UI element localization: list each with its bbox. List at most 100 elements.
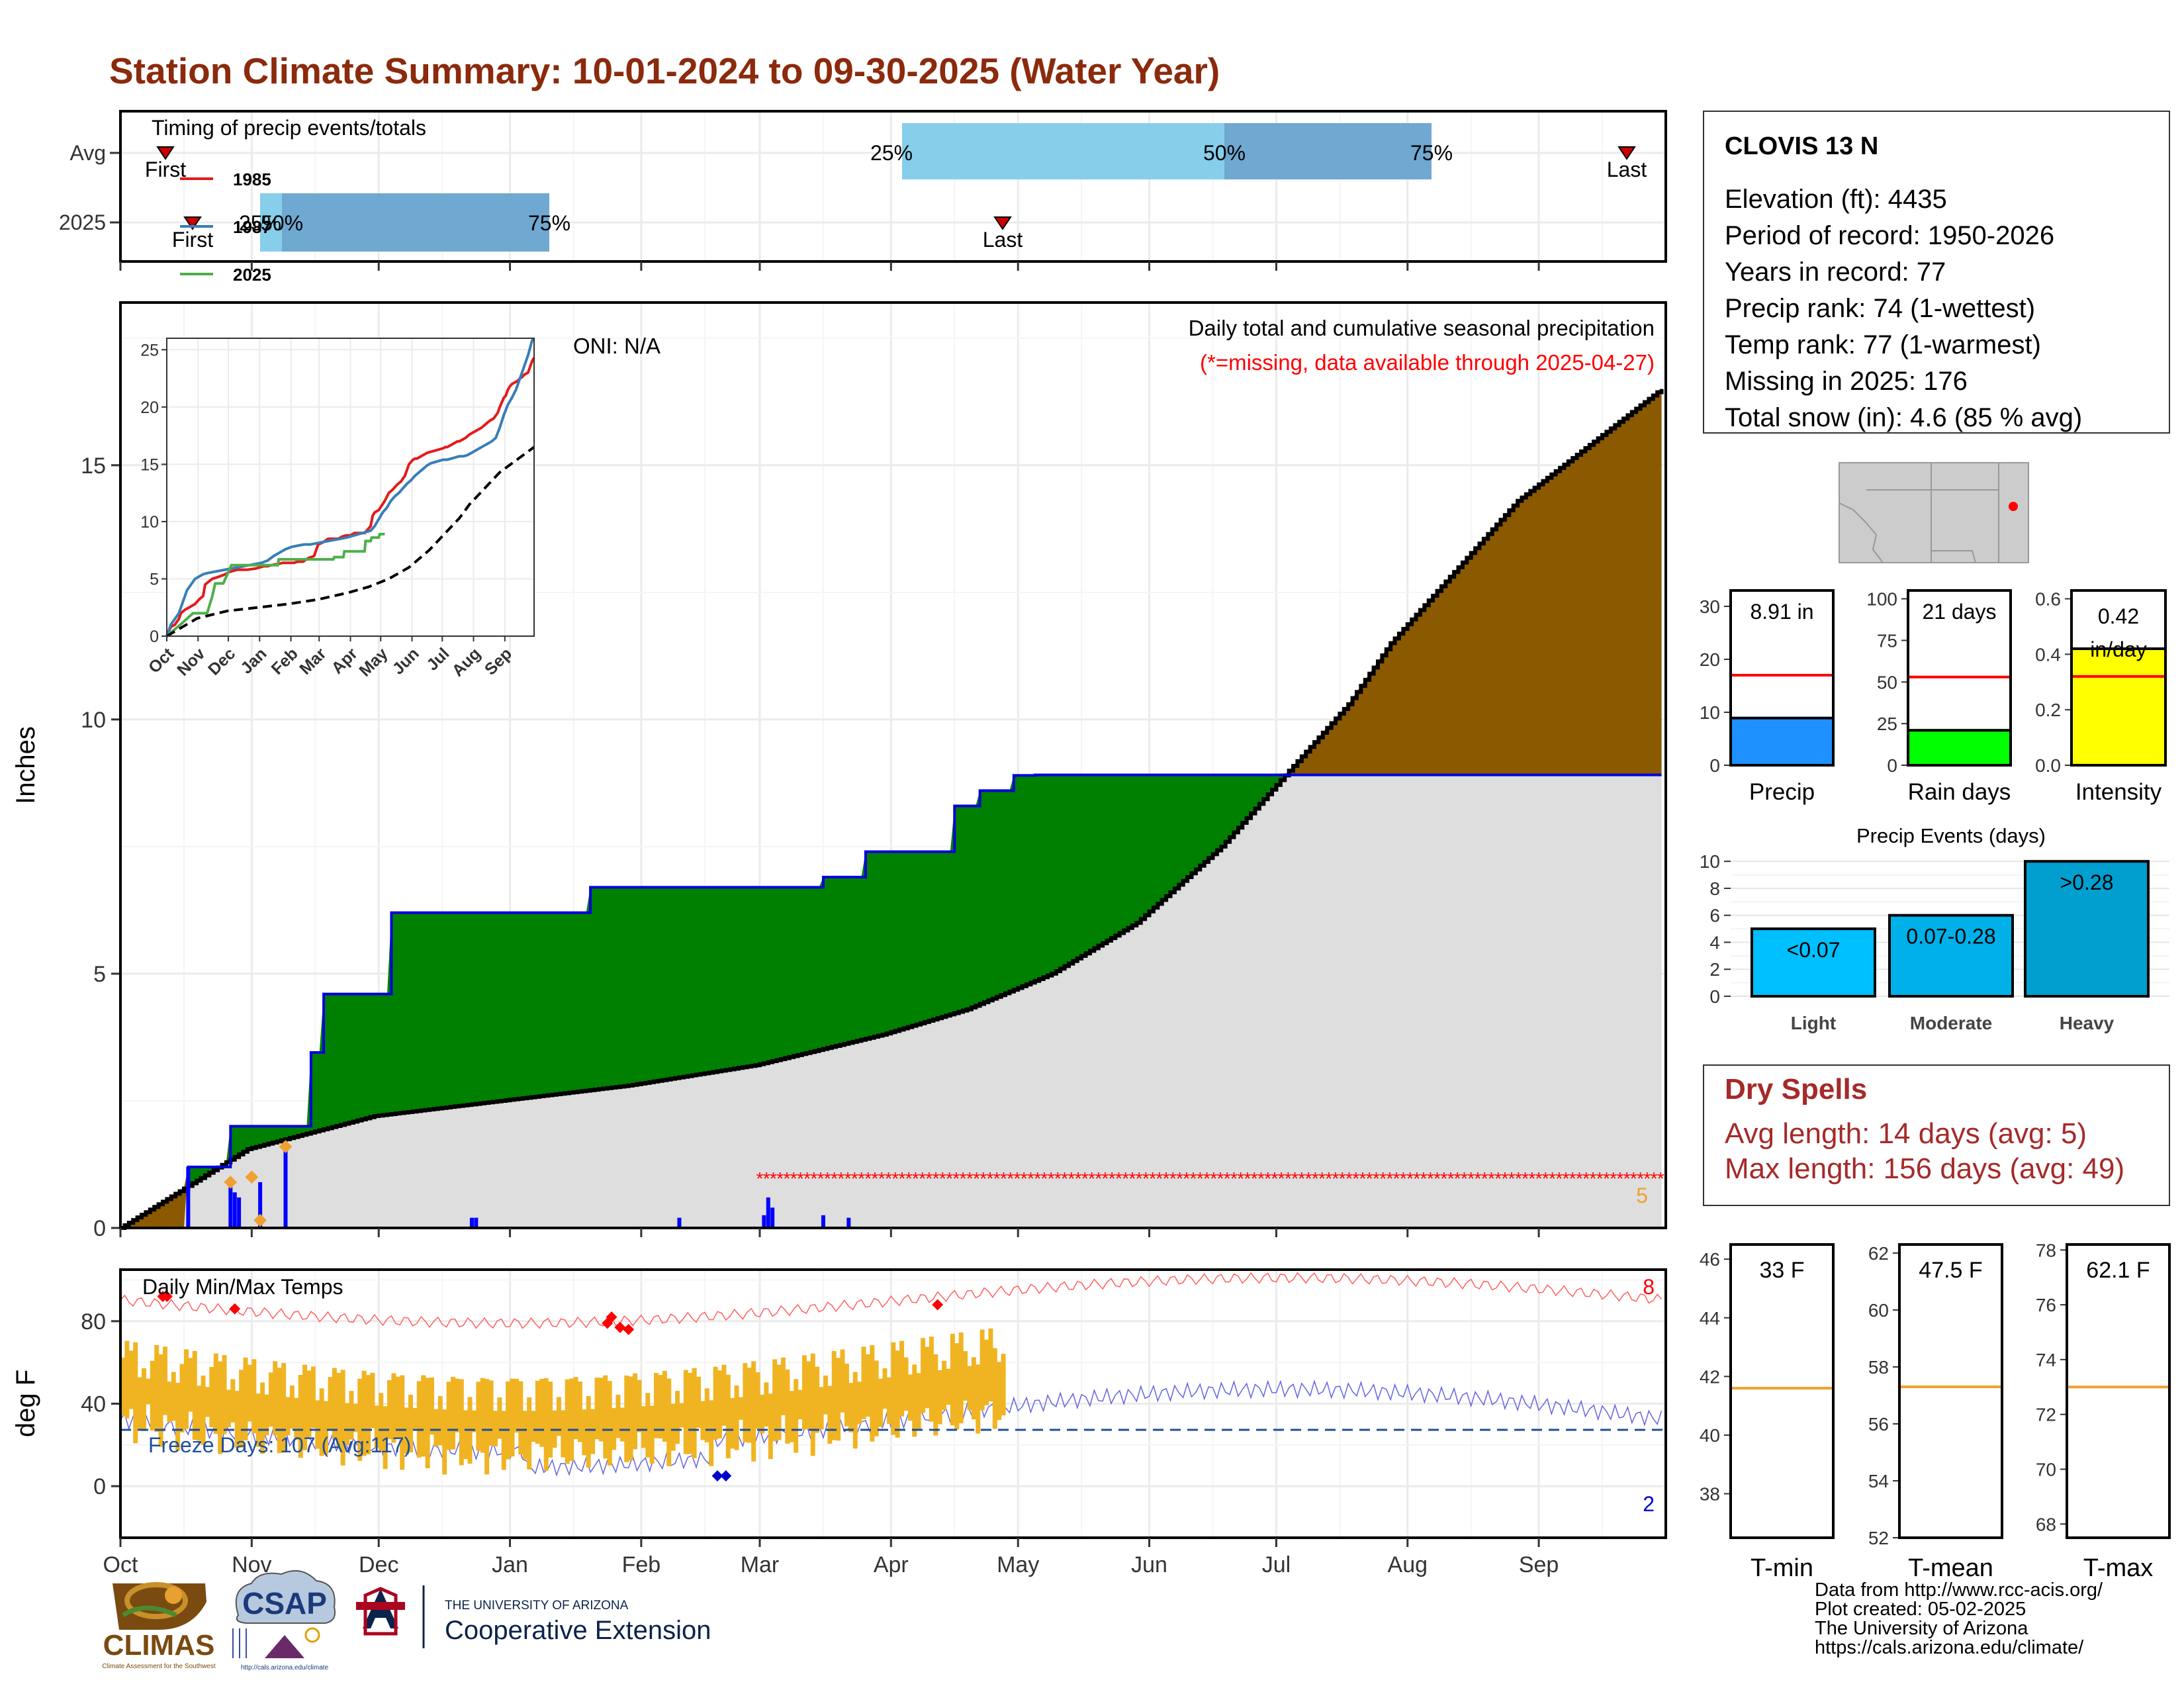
missing-marker: * — [824, 1168, 831, 1189]
y-tick-label: 75 — [1877, 630, 1897, 651]
y-tick-label: 100 — [1866, 589, 1897, 610]
temp-bar — [556, 1397, 561, 1436]
y-tick-label: 80 — [81, 1309, 106, 1335]
temp-bar — [794, 1379, 799, 1453]
station-info-line: Total snow (in): 4.6 (85 % avg) — [1725, 403, 2082, 432]
daily-precip-bar — [821, 1215, 825, 1228]
temp-bar — [819, 1387, 824, 1430]
temp-bar — [501, 1411, 506, 1470]
y-tick-label: 25 — [1877, 714, 1897, 734]
chart-border — [1898, 1243, 2003, 1539]
missing-marker: * — [837, 1168, 844, 1189]
missing-marker: * — [1623, 1168, 1631, 1189]
precip-total-chart: 0 10 20 30 8.91 in Precip — [1700, 589, 1835, 805]
temp-bar — [391, 1373, 396, 1443]
missing-marker: * — [1332, 1168, 1340, 1189]
missing-data-markers: * * * * * * * * * * * * * * * * * * * * * * * * * * * * * * * * * * * * * * * *… — [756, 1168, 1664, 1189]
record-lows-count: 2 — [1643, 1492, 1655, 1516]
missing-marker: * — [1271, 1168, 1278, 1189]
temp-bar — [899, 1340, 905, 1417]
missing-marker: * — [1406, 1168, 1414, 1189]
station-info-line: Elevation (ft): 4435 — [1725, 185, 1947, 214]
y-tick-label: 6 — [1709, 906, 1720, 926]
temp-bar — [730, 1397, 735, 1449]
y-tick-label: 40 — [1700, 1425, 1720, 1446]
temp-bar — [213, 1353, 218, 1434]
missing-marker: * — [1230, 1168, 1238, 1189]
temp-bar — [543, 1378, 549, 1471]
y-tick-label: 0 — [150, 628, 159, 646]
missing-marker: * — [1610, 1168, 1617, 1189]
missing-marker: * — [1433, 1168, 1441, 1189]
y-tick-label: 38 — [1700, 1484, 1720, 1505]
missing-marker: * — [1616, 1168, 1623, 1189]
record-daily-marker — [279, 1140, 293, 1153]
tmax-chart: 68 70 72 74 76 78 62.1 F T-max — [2036, 1240, 2171, 1582]
missing-marker: * — [1122, 1168, 1129, 1189]
chart-label: T-max — [2083, 1554, 2154, 1582]
temp-bar — [124, 1340, 130, 1419]
temp-bar — [328, 1377, 333, 1431]
temp-bar — [963, 1351, 968, 1401]
temp-bar — [437, 1396, 443, 1446]
temp-bar — [700, 1401, 705, 1440]
temp-bar — [548, 1382, 553, 1458]
temp-bar — [619, 1407, 625, 1442]
temp-bar — [709, 1400, 714, 1466]
y-tick-label: 0.0 — [2035, 755, 2061, 776]
missing-marker: * — [1542, 1168, 1549, 1189]
daily-precip-bars — [186, 1140, 851, 1228]
missing-marker: * — [1366, 1168, 1373, 1189]
temp-bar — [400, 1375, 405, 1470]
temp-bar — [306, 1370, 312, 1437]
avg-first-label: First — [145, 158, 186, 181]
record-highs-count: 8 — [1643, 1275, 1655, 1299]
missing-marker: * — [1325, 1168, 1332, 1189]
missing-marker: * — [1163, 1168, 1170, 1189]
temp-bar — [310, 1366, 316, 1429]
temp-bar — [353, 1403, 358, 1432]
temp-bar — [641, 1406, 646, 1448]
missing-marker: * — [1393, 1168, 1400, 1189]
y-tick-label: 76 — [2036, 1295, 2056, 1315]
legend-label: 1985 — [233, 169, 271, 189]
station-info-line: Period of record: 1950-2026 — [1725, 221, 2054, 250]
missing-marker: * — [939, 1168, 946, 1189]
temp-bar — [197, 1385, 202, 1441]
surplus-area — [120, 389, 1662, 1228]
temp-bar — [607, 1381, 612, 1466]
temp-bar — [497, 1397, 502, 1439]
temp-bar — [450, 1376, 455, 1450]
missing-marker: * — [872, 1168, 879, 1189]
temp-bar — [476, 1382, 481, 1451]
temp-bar — [425, 1378, 430, 1469]
y-tick-label: 74 — [2036, 1350, 2056, 1370]
temp-bar — [561, 1410, 566, 1458]
temp-bar — [967, 1366, 972, 1411]
missing-marker: * — [783, 1168, 790, 1189]
temp-bar — [797, 1389, 803, 1420]
y-tick-label: 52 — [1868, 1528, 1889, 1548]
temp-bar — [950, 1333, 955, 1426]
inset-series-line — [165, 357, 535, 637]
temp-bar — [577, 1381, 582, 1442]
x-tick-label: Moderate — [1910, 1013, 1992, 1033]
missing-marker: * — [1109, 1168, 1116, 1189]
temp-bar — [150, 1360, 155, 1430]
temp-bar — [569, 1378, 574, 1461]
station-location-dot — [2009, 502, 2018, 511]
temp-bar — [734, 1385, 739, 1450]
csap-logo: CSAP http://cals.arizona.edu/climate — [228, 1570, 336, 1671]
missing-marker: * — [1352, 1168, 1359, 1189]
oni-label: ONI: N/A — [573, 334, 660, 358]
temp-bar — [471, 1410, 477, 1432]
missing-marker: * — [1237, 1168, 1244, 1189]
y2025-q50-label: 50% — [261, 211, 303, 235]
daily-precip-bar — [228, 1187, 233, 1228]
precip-ylabel: Inches — [11, 726, 40, 804]
temp-bar — [514, 1378, 519, 1433]
missing-marker: * — [905, 1168, 913, 1189]
missing-marker: * — [912, 1168, 919, 1189]
freeze-days-label: Freeze Days: 107 (Avg:117) — [148, 1433, 411, 1457]
record-high-marker — [932, 1299, 944, 1311]
